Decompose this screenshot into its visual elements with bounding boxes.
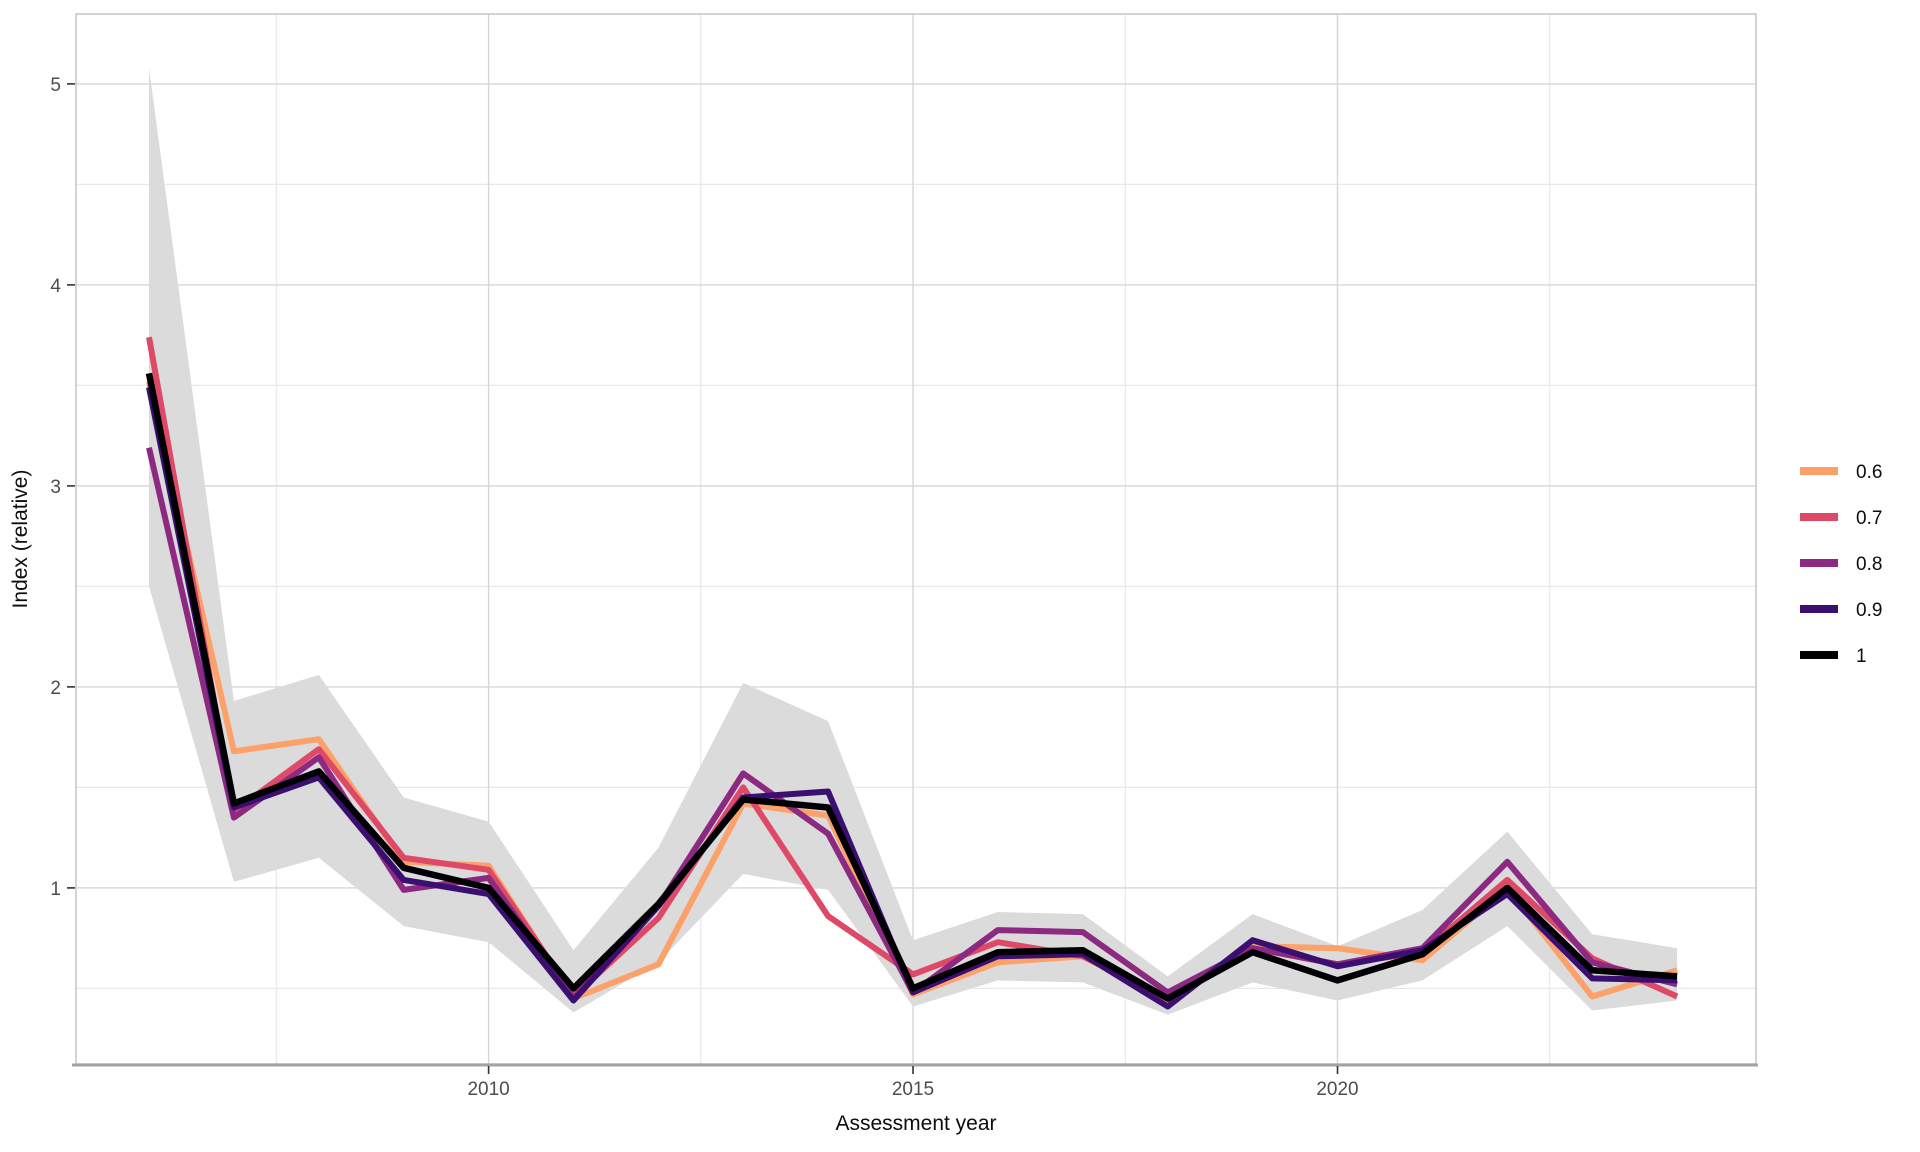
legend: 0.6 0.7 0.8 0.9 1	[1800, 462, 1882, 667]
panel-frame-layer	[72, 13, 1758, 1067]
x-tick-label: 2020	[1316, 1079, 1358, 1100]
confidence-ribbon-layer	[149, 67, 1678, 1015]
legend-item-0.9: 0.9	[1800, 600, 1882, 621]
y-axis-title: Index (relative)	[9, 470, 32, 609]
confidence-ribbon	[149, 67, 1678, 1015]
legend-label-0.9: 0.9	[1856, 600, 1882, 621]
x-axis-title: Assessment year	[835, 1112, 996, 1135]
legend-item-0.6: 0.6	[1800, 462, 1882, 483]
y-tick-label: 3	[50, 477, 61, 498]
axis-ticks-layer	[67, 83, 1339, 1074]
y-tick-label: 2	[50, 678, 61, 699]
legend-item-0.7: 0.7	[1800, 508, 1882, 529]
gridlines-layer	[76, 14, 1756, 1064]
x-tick-label: 2010	[467, 1079, 509, 1100]
axis-tick-labels-layer: 2010 2015 2020 1 2 3 4 5	[50, 75, 1358, 1100]
y-tick-label: 1	[50, 879, 61, 900]
x-tick-label: 2015	[892, 1079, 934, 1100]
series-lines-layer	[145, 336, 1679, 1010]
legend-label-0.8: 0.8	[1856, 554, 1882, 575]
legend-label-0.6: 0.6	[1856, 462, 1882, 483]
series-line-1	[145, 372, 1678, 1002]
y-tick-label: 5	[50, 75, 61, 96]
legend-item-1: 1	[1800, 646, 1867, 667]
legend-item-0.8: 0.8	[1800, 554, 1882, 575]
legend-label-0.7: 0.7	[1856, 508, 1882, 529]
y-tick-label: 4	[50, 276, 61, 297]
legend-label-1: 1	[1856, 646, 1867, 667]
